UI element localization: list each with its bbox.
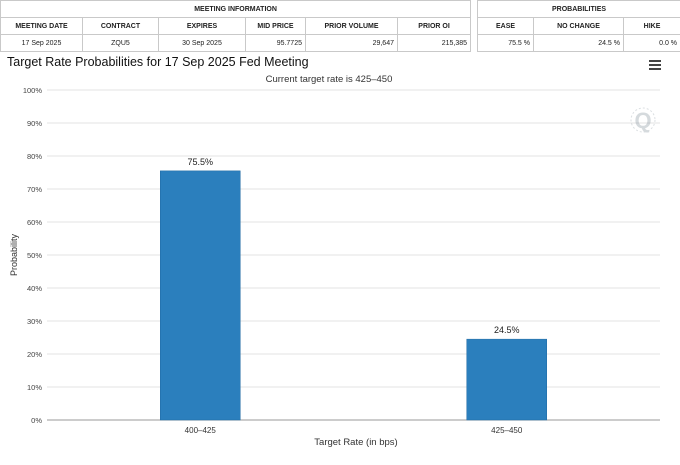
- bar-data-labels: 75.5% 24.5%: [187, 157, 519, 335]
- bar-value-label: 75.5%: [187, 157, 213, 167]
- mid-price-value: 95.7725: [245, 34, 306, 52]
- contract-value: ZQU5: [82, 34, 159, 52]
- y-tick-label: 80%: [27, 152, 42, 161]
- chart-gridlines: [47, 89, 660, 421]
- probability-bar-chart: Current target rate is 425–450 0% 10% 20% 3…: [9, 74, 660, 448]
- x-tick-label: 425–450: [491, 426, 523, 435]
- no-change-value: 24.5 %: [533, 34, 624, 52]
- bar[interactable]: [466, 338, 547, 421]
- y-tick-label: 10%: [27, 383, 42, 392]
- col-prior-oi: PRIOR OI: [396, 17, 472, 35]
- y-axis-ticks: 0% 10% 20% 30% 40% 50% 60% 70% 80% 90% 100%: [23, 86, 43, 425]
- col-no-change: NO CHANGE: [533, 17, 624, 35]
- y-tick-label: 70%: [27, 185, 42, 194]
- y-tick-label: 60%: [27, 218, 42, 227]
- col-expires: EXPIRES: [158, 17, 246, 35]
- chart-title: Target Rate Probabilities for 17 Sep 202…: [7, 55, 309, 69]
- col-meeting-date: MEETING DATE: [0, 17, 83, 35]
- hike-value: 0.0 %: [622, 34, 680, 52]
- y-tick-label: 50%: [27, 251, 42, 260]
- expires-value: 30 Sep 2025: [158, 34, 246, 52]
- ease-value: 75.5 %: [477, 34, 534, 52]
- col-hike: HIKE: [622, 17, 680, 35]
- y-axis-title: Probability: [9, 233, 19, 276]
- svg-text:Q: Q: [634, 108, 651, 133]
- probabilities-header: PROBABILITIES: [476, 0, 680, 18]
- col-prior-volume: PRIOR VOLUME: [305, 17, 398, 35]
- meeting-information-table: MEETING INFORMATION MEETING DATE CONTRAC…: [0, 0, 472, 52]
- col-contract: CONTRACT: [82, 17, 159, 35]
- meeting-date-value: 17 Sep 2025: [0, 34, 83, 52]
- col-ease: EASE: [477, 17, 534, 35]
- x-axis-ticks: 400–425 425–450: [185, 426, 523, 435]
- prior-volume-value: 29,647: [305, 34, 398, 52]
- y-tick-label: 30%: [27, 317, 42, 326]
- y-tick-label: 100%: [23, 86, 43, 95]
- bar[interactable]: [160, 170, 241, 421]
- x-tick-label: 400–425: [185, 426, 217, 435]
- y-tick-label: 20%: [27, 350, 42, 359]
- q-logo-icon: Q: [630, 107, 656, 133]
- chart-subtitle: Current target rate is 425–450: [266, 74, 393, 85]
- chart-bars: [160, 170, 547, 421]
- prior-oi-value: 215,385: [396, 34, 472, 52]
- y-tick-label: 0%: [31, 416, 42, 425]
- hamburger-menu-icon[interactable]: [649, 60, 661, 70]
- y-tick-label: 90%: [27, 119, 42, 128]
- bar-value-label: 24.5%: [494, 325, 520, 335]
- x-axis-title: Target Rate (in bps): [314, 437, 397, 448]
- probabilities-table: PROBABILITIES EASE NO CHANGE HIKE 75.5 %…: [476, 0, 680, 52]
- meeting-information-header: MEETING INFORMATION: [0, 0, 472, 18]
- col-mid-price: MID PRICE: [245, 17, 306, 35]
- y-tick-label: 40%: [27, 284, 42, 293]
